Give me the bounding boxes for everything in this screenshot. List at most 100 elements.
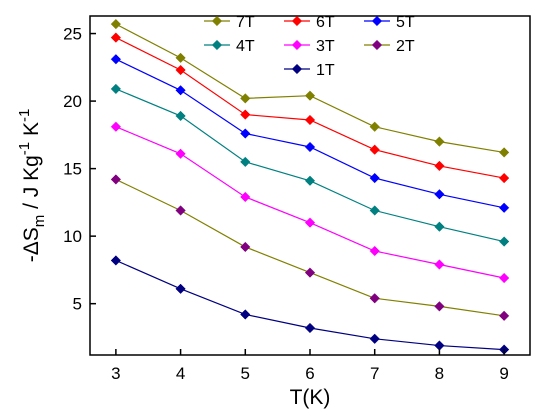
series-line <box>115 178 505 317</box>
legend-marker <box>371 39 383 51</box>
legend-label: 1T <box>316 62 335 79</box>
y-tick-label: 5 <box>73 295 82 314</box>
x-tick-label: 5 <box>241 364 250 383</box>
x-tick-label: 7 <box>370 364 379 383</box>
legend-item-2T: 2T <box>364 38 415 55</box>
legend-label: 2T <box>396 38 415 55</box>
data-point <box>304 322 316 334</box>
x-tick-label: 8 <box>435 364 444 383</box>
data-point <box>369 144 380 155</box>
x-tick-label: 6 <box>305 364 314 383</box>
legend-item-6T: 6T <box>284 14 335 31</box>
y-title-sup2: -1 <box>16 109 33 122</box>
data-point <box>369 172 380 184</box>
y-tick-label: 25 <box>63 25 82 44</box>
data-point <box>498 236 510 247</box>
data-point <box>240 241 251 253</box>
x-tick-label: 9 <box>499 364 508 383</box>
y-axis-title: -ΔSm / J Kg-1 K-1 <box>16 109 48 263</box>
data-point <box>304 175 316 186</box>
data-point <box>369 121 380 132</box>
data-point <box>110 255 122 266</box>
y-tick-label: 10 <box>63 227 82 246</box>
legend-label: 6T <box>316 14 335 31</box>
series-line <box>115 23 505 154</box>
data-point <box>369 245 380 257</box>
data-point <box>110 18 122 30</box>
data-point <box>110 32 122 43</box>
data-point <box>175 110 186 122</box>
data-point <box>434 340 445 351</box>
series-3T <box>110 121 510 284</box>
y-tick-label: 20 <box>63 92 82 111</box>
series-4T <box>110 83 510 247</box>
data-point <box>304 267 316 278</box>
data-point <box>369 333 380 344</box>
data-point <box>304 114 316 126</box>
data-point <box>240 109 251 120</box>
legend-label: 3T <box>316 38 335 55</box>
data-point <box>434 221 445 232</box>
x-axis-title: T(K) <box>290 386 331 409</box>
data-point <box>434 189 445 200</box>
data-point <box>434 160 445 172</box>
legend-label: 7T <box>236 14 255 31</box>
data-point <box>498 310 510 321</box>
legend-marker <box>211 39 223 51</box>
data-point <box>240 93 251 104</box>
data-point <box>304 217 316 228</box>
legend-item-3T: 3T <box>284 38 335 55</box>
legend-marker <box>291 39 303 51</box>
data-point <box>304 90 316 101</box>
data-point <box>175 205 186 216</box>
legend-item-7T: 7T <box>204 14 255 31</box>
legend-marker <box>291 15 303 27</box>
legend-label: 4T <box>236 38 255 55</box>
y-tick-label: 15 <box>63 160 82 179</box>
data-point <box>110 83 122 95</box>
data-point <box>110 121 122 132</box>
data-point <box>240 309 251 320</box>
y-title-mid: K <box>20 122 43 142</box>
data-point <box>434 259 445 270</box>
data-point <box>434 136 445 147</box>
series-7T <box>110 18 510 158</box>
x-tick-label: 3 <box>111 364 120 383</box>
data-point <box>175 52 186 64</box>
legend-item-1T: 1T <box>284 62 335 79</box>
y-title-sup1: -1 <box>16 142 33 155</box>
data-point <box>498 147 510 158</box>
ticks-layer: 3 4 5 6 7 8 9 5 10 15 20 25 <box>63 25 509 383</box>
data-point <box>240 156 251 168</box>
data-point <box>369 293 380 304</box>
data-point <box>498 272 510 284</box>
data-point <box>240 191 251 203</box>
data-point <box>110 174 122 185</box>
series-6T <box>110 32 510 184</box>
series-2T <box>110 174 510 321</box>
data-point <box>369 205 380 216</box>
legend-marker <box>291 63 303 75</box>
data-point <box>175 283 186 294</box>
legend-item-4T: 4T <box>204 38 255 55</box>
data-point <box>175 85 186 96</box>
data-point <box>110 54 122 65</box>
legend-label: 5T <box>396 14 415 31</box>
y-title-prefix: -ΔS <box>20 227 43 262</box>
data-point <box>304 141 316 153</box>
series-line <box>115 37 505 179</box>
data-point <box>240 128 251 139</box>
data-point <box>498 172 510 184</box>
legend-marker <box>371 15 383 27</box>
y-title-unit: / J Kg <box>20 155 43 215</box>
legend: 7T 6T 5T 4T 3T 2T 1T <box>204 14 415 79</box>
series-5T <box>110 54 510 213</box>
y-title-subscript: m <box>31 215 48 228</box>
data-point <box>434 301 445 312</box>
data-point <box>175 148 186 159</box>
x-tick-label: 4 <box>176 364 185 383</box>
legend-item-5T: 5T <box>364 14 415 31</box>
data-point <box>498 202 510 213</box>
data-point <box>175 64 186 76</box>
